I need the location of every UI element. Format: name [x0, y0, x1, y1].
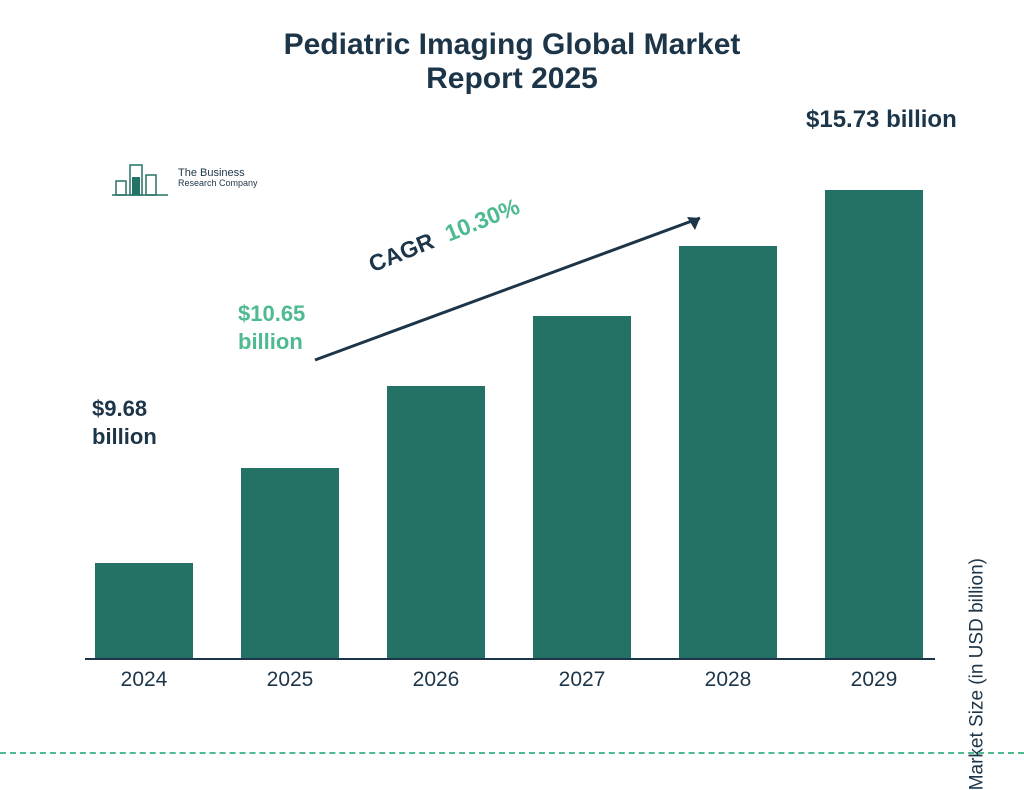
x-label-2027: 2027 [533, 668, 631, 692]
x-label-2026: 2026 [387, 668, 485, 692]
y-axis-label: Market Size (in USD billion) [966, 558, 988, 790]
x-axis-baseline [85, 658, 935, 660]
value-label-2: $15.73 billion [806, 105, 957, 135]
x-label-2028: 2028 [679, 668, 777, 692]
bottom-border [0, 752, 1024, 754]
x-label-2029: 2029 [825, 668, 923, 692]
bar-2029 [825, 190, 923, 658]
x-label-2024: 2024 [95, 668, 193, 692]
bar-2026 [387, 386, 485, 658]
x-label-2025: 2025 [241, 668, 339, 692]
bar-2024 [95, 563, 193, 658]
trend-arrow [305, 210, 725, 370]
chart-title: Pediatric Imaging Global Market Report 2… [256, 28, 768, 96]
value-label-1: $10.65billion [238, 300, 305, 355]
bar-2025 [241, 468, 339, 658]
value-label-0: $9.68billion [92, 395, 157, 450]
